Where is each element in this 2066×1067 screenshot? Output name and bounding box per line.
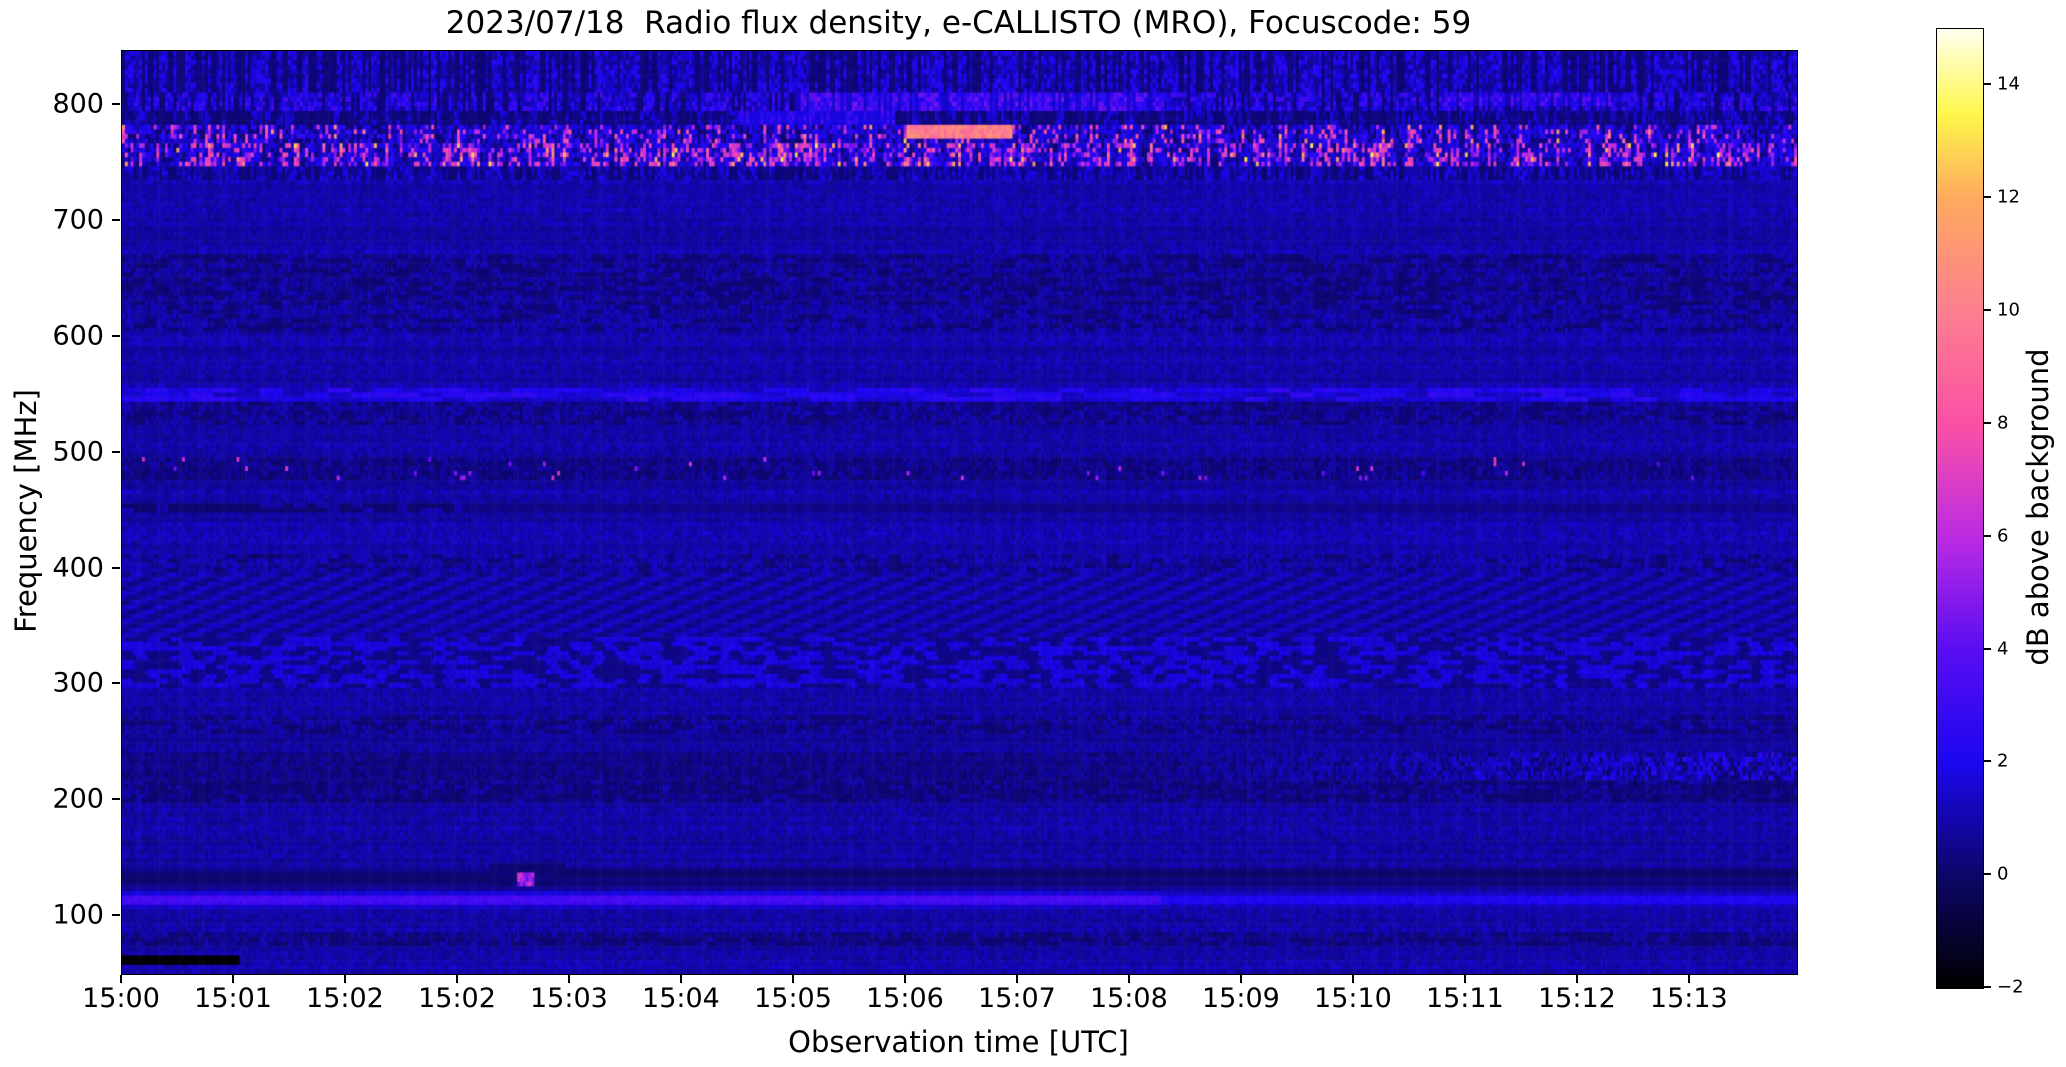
colorbar-tick-mark	[1984, 534, 1991, 537]
x-tick-mark	[1015, 975, 1018, 983]
colorbar-label: dB above background	[2021, 348, 2055, 666]
colorbar-tick-mark	[1984, 760, 1991, 763]
y-tick-mark	[112, 335, 120, 338]
x-axis-label: Observation time [UTC]	[788, 1025, 1129, 1059]
y-tick-mark	[112, 914, 120, 917]
y-tick-label: 700	[52, 204, 104, 236]
colorbar-tick-mark	[1984, 196, 1991, 199]
x-tick-mark	[792, 975, 794, 983]
x-tick-label: 15:02	[306, 983, 384, 1014]
x-tick-label: 15:02	[418, 983, 496, 1014]
x-tick-label: 15:01	[194, 983, 272, 1014]
colorbar-tick-mark	[1984, 421, 1991, 424]
x-tick-label: 15:13	[1649, 983, 1728, 1014]
x-tick-label: 15:12	[1538, 983, 1616, 1014]
colorbar-tick-mark	[1984, 309, 1991, 312]
x-tick-mark	[343, 975, 346, 983]
y-tick-label: 100	[52, 899, 104, 931]
colorbar-tick-label: 4	[1997, 638, 2009, 660]
x-tick-label: 15:10	[1314, 983, 1392, 1014]
colorbar-tick-label: 6	[1997, 525, 2009, 547]
x-tick-label: 15:04	[642, 983, 720, 1014]
x-tick-mark	[567, 975, 570, 983]
x-tick-mark	[1127, 975, 1130, 983]
y-tick-mark	[112, 798, 120, 801]
y-tick-mark	[112, 566, 120, 569]
y-tick-mark	[112, 450, 120, 453]
colorbar-tick-mark	[1984, 873, 1991, 876]
colorbar-tick-mark	[1984, 986, 1991, 988]
x-tick-mark	[1687, 975, 1690, 983]
colorbar-tick-label: 10	[1997, 299, 2020, 321]
y-tick-label: 400	[52, 552, 104, 584]
x-tick-label: 15:11	[1425, 983, 1504, 1014]
x-tick-mark	[120, 975, 122, 983]
plot-area	[121, 50, 1798, 975]
y-tick-mark	[112, 682, 120, 685]
x-tick-label: 15:06	[865, 983, 944, 1014]
colorbar-tick-mark	[1984, 83, 1991, 86]
y-tick-label: 500	[52, 436, 104, 468]
y-axis-label: Frequency [MHz]	[9, 389, 43, 633]
x-tick-mark	[903, 975, 906, 983]
x-tick-label: 15:07	[978, 983, 1056, 1014]
x-tick-mark	[232, 975, 235, 983]
x-tick-label: 15:09	[1201, 983, 1280, 1014]
y-tick-mark	[112, 103, 120, 106]
y-tick-label: 300	[52, 667, 104, 699]
x-tick-label: 15:00	[82, 983, 160, 1014]
colorbar	[1936, 28, 1984, 989]
x-tick-mark	[1575, 975, 1578, 983]
colorbar-tick-label: −2	[1997, 976, 2024, 998]
spectrogram-canvas	[122, 51, 1797, 974]
y-tick-label: 600	[52, 320, 104, 352]
x-tick-mark	[1351, 975, 1354, 983]
x-tick-label: 15:08	[1089, 983, 1168, 1014]
colorbar-tick-mark	[1984, 647, 1991, 650]
y-tick-mark	[112, 219, 120, 222]
x-tick-label: 15:05	[754, 983, 832, 1014]
colorbar-tick-label: 12	[1997, 186, 2020, 208]
x-tick-mark	[1239, 975, 1242, 983]
x-tick-mark	[1463, 975, 1466, 983]
colorbar-tick-label: 2	[1997, 750, 2009, 772]
colorbar-tick-label: 14	[1997, 73, 2020, 95]
colorbar-tick-label: 8	[1997, 412, 2009, 434]
chart-title: 2023/07/18 Radio flux density, e-CALLIST…	[445, 5, 1472, 41]
x-tick-label: 15:03	[529, 983, 608, 1014]
colorbar-tick-label: 0	[1997, 863, 2009, 885]
y-tick-label: 800	[52, 88, 104, 120]
y-tick-label: 200	[52, 783, 104, 815]
x-tick-mark	[456, 975, 458, 983]
x-tick-mark	[679, 975, 682, 983]
